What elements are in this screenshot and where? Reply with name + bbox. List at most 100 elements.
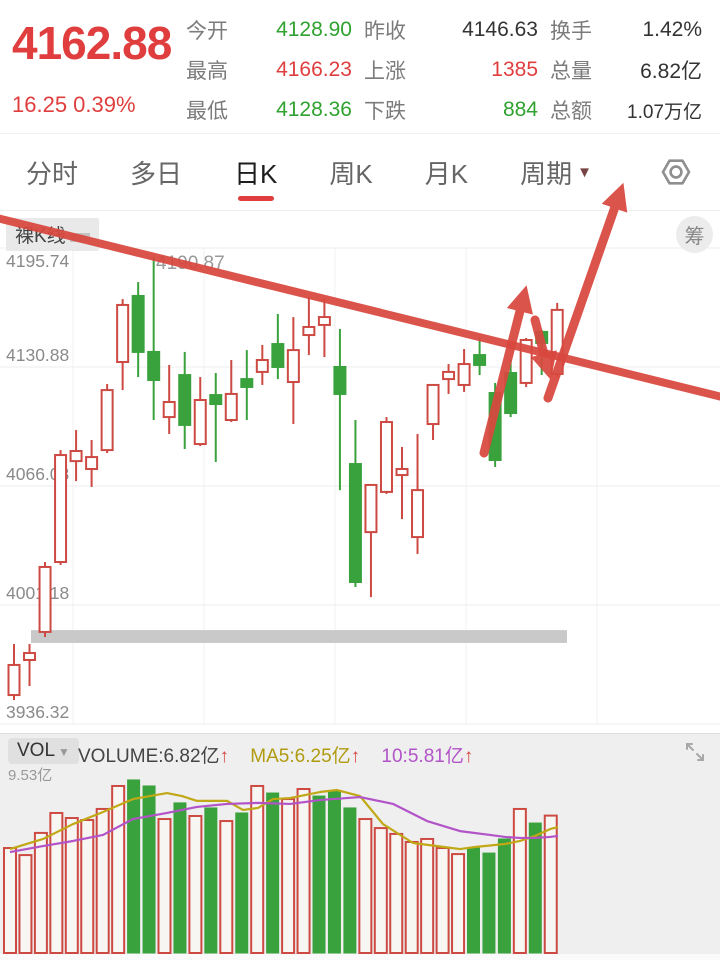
volume-bar <box>33 831 48 954</box>
candle <box>224 360 238 423</box>
settings-button[interactable] <box>658 154 694 190</box>
volume-bar <box>235 812 249 954</box>
stat-item: 总量 6.82亿 <box>550 55 714 85</box>
up-arrow-glyph: ↑ <box>463 746 474 767</box>
candle <box>209 373 223 463</box>
price-change: 16.25 0.39% <box>12 92 136 117</box>
volume-bar <box>266 792 280 954</box>
ma-line-ma10 <box>9 795 559 854</box>
candle <box>131 282 145 378</box>
candle <box>317 299 331 358</box>
candle <box>426 383 440 440</box>
candle <box>162 364 176 434</box>
volume-bar <box>327 790 341 954</box>
volume-bar <box>312 795 326 954</box>
stat-item: 昨收 4146.63 <box>364 15 550 45</box>
candle <box>379 417 393 494</box>
volume-bar <box>18 854 33 954</box>
candle <box>473 337 487 376</box>
candle <box>333 328 347 491</box>
expand-icon <box>686 743 704 761</box>
volume-bar <box>111 784 126 954</box>
y-axis-label: 3936.32 <box>6 702 69 722</box>
volume-bar <box>451 853 466 954</box>
chart-mode-badge[interactable]: 裸K线 <box>6 218 99 251</box>
volume-bar <box>404 840 419 954</box>
volume-pane[interactable]: VOL ▼ VOLUME:6.82亿↑ MA5:6.25亿↑ 10:5.81亿↑ … <box>0 733 720 960</box>
stat-label: 今开 <box>186 20 228 43</box>
tab-weekly-k[interactable]: 周K <box>329 158 373 189</box>
kline-chart-area[interactable]: 裸K线 筹 4195.74 4130.88 4066.03 4001.18 3936.3… <box>0 211 720 733</box>
candle <box>519 337 533 387</box>
volume-bar <box>127 779 141 954</box>
volume-bar <box>157 818 172 954</box>
stat-value: 1.42% <box>642 18 702 41</box>
candle <box>488 382 502 467</box>
candle <box>348 420 362 587</box>
tab-monthly-k[interactable]: 月K <box>424 158 469 189</box>
badge-tail <box>69 233 90 242</box>
volume-bar <box>296 788 311 954</box>
stat-item: 上涨 1385 <box>364 55 550 85</box>
candle <box>116 299 130 391</box>
candle <box>69 430 83 482</box>
candle <box>23 644 37 687</box>
tab-daily-k[interactable]: 日K <box>234 134 277 210</box>
stat-item: 最高 4166.23 <box>186 55 364 85</box>
candle <box>442 364 456 394</box>
candle <box>286 317 300 425</box>
indicator-selector[interactable]: VOL ▼ <box>8 738 79 764</box>
stat-label: 最低 <box>186 100 228 123</box>
candle <box>504 360 518 418</box>
tab-multiday[interactable]: 多日 <box>130 158 183 189</box>
candle <box>85 440 99 487</box>
gear-icon <box>661 159 691 185</box>
stat-value: 1.07万亿 <box>627 101 702 123</box>
volume-bar <box>420 837 435 954</box>
volume-bar <box>512 807 527 954</box>
volume-bar <box>389 832 404 954</box>
volume-bar <box>80 819 95 955</box>
tab-minute[interactable]: 分时 <box>26 158 79 189</box>
volume-bar <box>250 784 265 954</box>
period-dropdown[interactable]: 周期 ▼ <box>520 154 592 191</box>
stat-item: 换手 1.42% <box>550 15 714 45</box>
y-axis-label: 4195.74 <box>6 251 70 271</box>
current-price: 4162.88 <box>12 17 172 69</box>
volume-bar <box>3 847 17 954</box>
volume-legend: VOLUME:6.82亿↑ MA5:6.25亿↑ 10:5.81亿↑ <box>78 746 474 767</box>
stat-value: 1385 <box>491 58 538 81</box>
y-axis-label: 4001.18 <box>6 583 69 603</box>
volume-bar <box>358 818 373 954</box>
stat-value: 4166.23 <box>276 58 352 81</box>
volume-bar <box>188 815 203 954</box>
candle <box>38 562 52 638</box>
stat-value: 4146.63 <box>462 18 538 41</box>
volume-bar <box>482 852 496 954</box>
candle <box>395 446 409 520</box>
candle <box>271 313 285 380</box>
chips-toggle[interactable]: 筹 <box>676 216 713 253</box>
volume-bar <box>435 847 450 954</box>
high-price-annotation: 4190.87 <box>156 253 225 274</box>
stat-label: 下跌 <box>364 100 406 123</box>
y-axis-label: 4130.88 <box>6 345 69 365</box>
candlestick-canvas: 4195.74 4130.88 4066.03 4001.18 3936.32 4190.… <box>0 247 720 725</box>
up-arrow-glyph: ↑ <box>350 746 361 767</box>
chevron-down-icon: ▼ <box>577 163 592 181</box>
stat-label: 总量 <box>550 60 592 83</box>
expand-button[interactable] <box>682 739 708 765</box>
stat-label: 总额 <box>550 100 592 123</box>
quote-stats-grid: 今开 4128.90 昨收 4146.63 换手 1.42% 最高 4166.23 上涨 1385… <box>186 10 714 130</box>
candle <box>147 256 161 420</box>
candle <box>100 384 114 454</box>
stat-value: 884 <box>502 98 538 121</box>
stat-item: 总额 1.07万亿 <box>550 95 714 125</box>
candle <box>535 329 549 376</box>
volume-canvas <box>0 779 720 960</box>
stat-label: 换手 <box>550 20 592 43</box>
stat-label: 最高 <box>186 60 228 83</box>
candle <box>255 344 269 385</box>
volume-bar <box>204 807 218 954</box>
candle <box>7 644 21 700</box>
